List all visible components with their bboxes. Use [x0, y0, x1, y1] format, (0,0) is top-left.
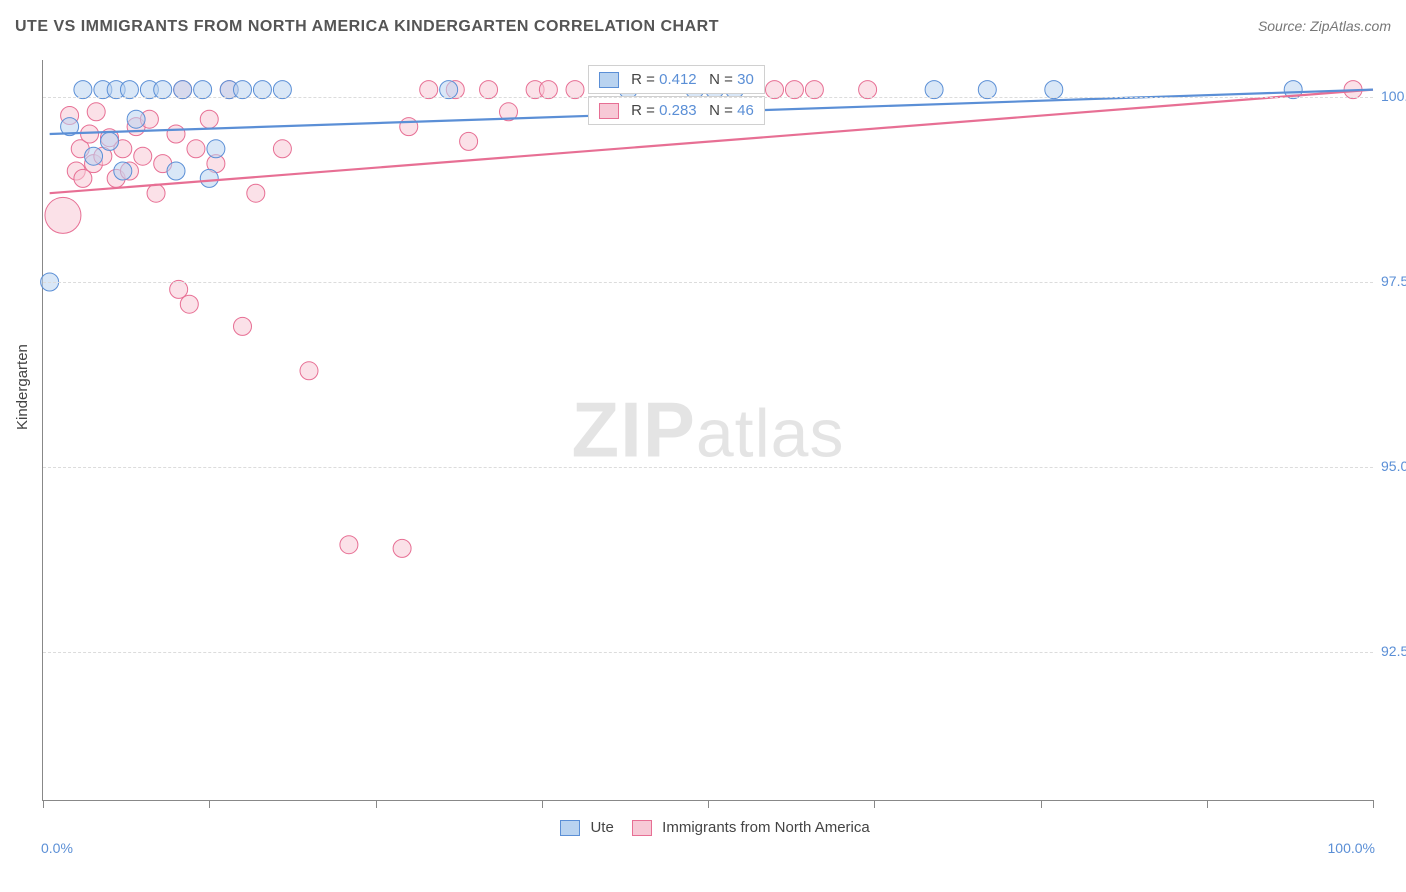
data-point-imm [805, 81, 823, 99]
data-point-imm [234, 317, 252, 335]
data-point-ute [1045, 81, 1063, 99]
chart-title: UTE VS IMMIGRANTS FROM NORTH AMERICA KIN… [15, 18, 719, 35]
legend-label-ute: Ute [590, 819, 613, 836]
data-point-ute [253, 81, 271, 99]
chart-svg [43, 60, 1373, 800]
plot-area: ZIPatlas R = 0.412 N = 30 R = 0.283 N = … [42, 60, 1373, 801]
y-tick-label: 92.5% [1381, 643, 1406, 659]
y-tick-label: 100.0% [1381, 88, 1406, 104]
data-point-ute [85, 147, 103, 165]
data-point-ute [925, 81, 943, 99]
data-point-imm [300, 362, 318, 380]
gridline [43, 652, 1373, 653]
x-tick [43, 800, 44, 808]
y-tick-label: 97.5% [1381, 273, 1406, 289]
legend-swatch-imm-icon [632, 820, 652, 836]
data-point-imm [566, 81, 584, 99]
data-point-ute [120, 81, 138, 99]
data-point-ute [207, 140, 225, 158]
data-point-ute [174, 81, 192, 99]
data-point-imm [45, 197, 81, 233]
data-point-ute [127, 110, 145, 128]
legend-swatch-ute-icon [560, 820, 580, 836]
data-point-imm [400, 118, 418, 136]
x-tick [1041, 800, 1042, 808]
data-point-ute [101, 132, 119, 150]
legend: Ute Immigrants from North America [43, 819, 1373, 836]
data-point-imm [273, 140, 291, 158]
y-axis-title: Kindergarten [14, 344, 31, 430]
data-point-imm [167, 125, 185, 143]
stats-box-imm: R = 0.283 N = 46 [588, 96, 765, 125]
x-tick [1207, 800, 1208, 808]
data-point-imm [340, 536, 358, 554]
data-point-imm [147, 184, 165, 202]
data-point-ute [194, 81, 212, 99]
data-point-ute [74, 81, 92, 99]
data-point-imm [785, 81, 803, 99]
data-point-imm [170, 280, 188, 298]
data-point-ute [234, 81, 252, 99]
x-axis-min-label: 0.0% [41, 840, 73, 856]
y-tick-label: 95.0% [1381, 458, 1406, 474]
data-point-ute [114, 162, 132, 180]
data-point-ute [200, 169, 218, 187]
data-point-imm [180, 295, 198, 313]
data-point-imm [393, 539, 411, 557]
x-axis-max-label: 100.0% [1328, 840, 1375, 856]
data-point-imm [247, 184, 265, 202]
x-tick [708, 800, 709, 808]
data-point-imm [480, 81, 498, 99]
source-label: Source: ZipAtlas.com [1258, 18, 1391, 34]
data-point-imm [859, 81, 877, 99]
gridline [43, 467, 1373, 468]
data-point-imm [420, 81, 438, 99]
gridline [43, 97, 1373, 98]
stats-box-ute: R = 0.412 N = 30 [588, 65, 765, 94]
x-tick [1373, 800, 1374, 808]
data-point-ute [154, 81, 172, 99]
x-tick [209, 800, 210, 808]
x-tick [874, 800, 875, 808]
x-tick [376, 800, 377, 808]
data-point-ute [978, 81, 996, 99]
swatch-ute-icon [599, 72, 619, 88]
data-point-imm [460, 132, 478, 150]
data-point-ute [440, 81, 458, 99]
data-point-imm [81, 125, 99, 143]
swatch-imm-icon [599, 103, 619, 119]
data-point-imm [87, 103, 105, 121]
data-point-imm [74, 169, 92, 187]
x-tick [542, 800, 543, 808]
data-point-imm [187, 140, 205, 158]
data-point-imm [539, 81, 557, 99]
legend-label-imm: Immigrants from North America [662, 819, 870, 836]
data-point-ute [273, 81, 291, 99]
data-point-imm [134, 147, 152, 165]
gridline [43, 282, 1373, 283]
data-point-ute [167, 162, 185, 180]
data-point-imm [200, 110, 218, 128]
data-point-imm [766, 81, 784, 99]
